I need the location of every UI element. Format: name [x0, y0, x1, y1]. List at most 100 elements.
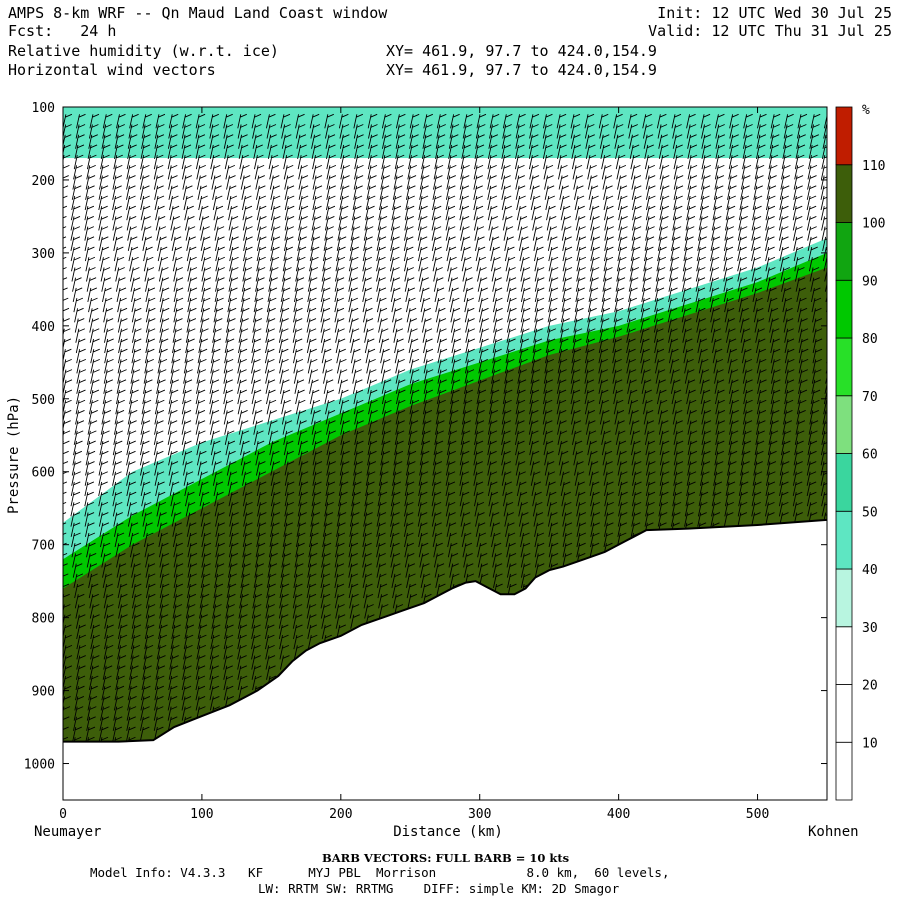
header-valid-time: Valid: 12 UTC Thu 31 Jul 25 [648, 22, 892, 40]
wind-barb-column [223, 113, 239, 711]
wind-barb-column [542, 113, 559, 578]
terrain-layer [63, 518, 827, 800]
wind-barb-column [501, 113, 517, 599]
wind-barb-column [237, 113, 253, 701]
colorbar-tick-label: 50 [862, 505, 878, 520]
wind-barb-column [765, 113, 781, 527]
wind-barb-column [417, 113, 434, 609]
wind-barb-column [695, 113, 712, 537]
wind-barb [445, 113, 462, 599]
wind-barb [278, 113, 295, 670]
wind-barb [223, 113, 239, 711]
y-tick-label: 100 [32, 101, 55, 116]
header-title: AMPS 8-km WRF -- Qn Maud Land Coast wind… [8, 4, 388, 22]
wind-barb-column [431, 113, 448, 599]
wind-barb [501, 113, 517, 599]
x-tick-label: 500 [746, 807, 769, 822]
colorbar-swatch [835, 568, 853, 628]
y-tick-label: 500 [32, 393, 55, 408]
terrain-fill [63, 519, 827, 800]
colorbar-swatch [835, 453, 853, 512]
wind-barb-column [723, 113, 739, 527]
wind-barb [528, 113, 545, 578]
wind-barb-column [63, 113, 73, 740]
wind-barb [362, 113, 378, 629]
header-vector-name: Horizontal wind vectors [8, 61, 216, 79]
colorbar-tick-label: 80 [862, 332, 878, 347]
x-tick-label: 200 [329, 807, 352, 822]
wind-barb-column [362, 113, 378, 629]
colorbar-swatch [835, 222, 853, 281]
colorbar-swatch [835, 337, 853, 397]
colorbar-swatch [835, 510, 853, 570]
colorbar-swatch [835, 626, 853, 685]
wind-barb-column [195, 113, 212, 721]
wind-barb [334, 113, 350, 640]
wind-barb-column [709, 113, 726, 537]
colorbar-swatch [835, 395, 853, 454]
y-tick-label: 1000 [24, 758, 55, 773]
wind-barb-column [612, 113, 628, 548]
wind-barb [431, 113, 448, 599]
header-init-time: Init: 12 UTC Wed 30 Jul 25 [657, 4, 892, 22]
x-tick-label: 400 [607, 807, 630, 822]
wind-barb-column [70, 113, 87, 752]
wind-barb-column [320, 113, 337, 650]
wind-barb [139, 113, 156, 742]
wind-barb [251, 113, 267, 701]
wind-barb-column [598, 113, 614, 558]
wind-barb-column [264, 113, 281, 691]
wind-barb-column [153, 113, 170, 742]
wind-barb-column [487, 113, 503, 599]
wind-barb-column [181, 113, 198, 731]
wind-barb-column [626, 113, 642, 548]
wind-barb [264, 113, 281, 691]
wind-barb-column [306, 113, 323, 650]
wind-barb [98, 113, 114, 752]
wind-barb [112, 113, 128, 752]
colorbar-swatch [835, 741, 853, 801]
wind-barb-column [459, 113, 476, 588]
wind-barb-column [667, 113, 684, 537]
y-tick-label: 200 [32, 174, 55, 189]
wind-barb-column [528, 113, 545, 578]
wind-barb-column [737, 113, 753, 527]
wind-barb [195, 113, 212, 721]
colorbar-tick-label: 90 [862, 274, 878, 289]
colorbar-tick-label: 40 [862, 563, 878, 578]
wind-barb [181, 113, 198, 731]
colorbar-tick-label: 20 [862, 679, 878, 694]
wind-barb [653, 113, 670, 537]
colorbar-tick-label: 60 [862, 448, 878, 463]
axes-layer: 100 200 300 400 500 600 700 800 900 1000 0 100 200 30… [24, 101, 827, 822]
colorbar: 10 20 30 40 50 60 70 80 90 100 110 [835, 106, 885, 801]
wind-barb [70, 113, 87, 752]
wind-barb-column [806, 113, 823, 527]
wind-barb-column [126, 113, 142, 752]
wind-barb [612, 113, 628, 548]
wind-barb [348, 113, 364, 629]
y-tick-label: 400 [32, 320, 55, 335]
model-info-line-2: LW: RRTM SW: RRTMG DIFF: simple KM: 2D S… [258, 881, 620, 896]
y-tick-label: 300 [32, 247, 55, 262]
y-tick-label: 600 [32, 466, 55, 481]
y-tick-label: 800 [32, 612, 55, 627]
wind-barb [126, 113, 142, 752]
header-forecast-hour: Fcst: 24 h [8, 22, 117, 40]
wind-barb-column [389, 113, 406, 619]
wind-barb-column [84, 113, 100, 752]
wind-barb [570, 113, 587, 568]
wind-barb [584, 113, 601, 558]
colorbar-swatch [835, 164, 853, 223]
wind-barb [63, 113, 73, 740]
wind-barb-column [584, 113, 601, 558]
plot-frame [62, 106, 828, 801]
colorbar-swatch [835, 106, 853, 166]
x-tick-label: 300 [468, 807, 491, 822]
wind-barb-column [639, 113, 656, 537]
wind-barb-column [251, 113, 267, 701]
wind-barb [792, 113, 809, 527]
wind-barb [153, 113, 170, 742]
wind-barb [514, 113, 531, 599]
